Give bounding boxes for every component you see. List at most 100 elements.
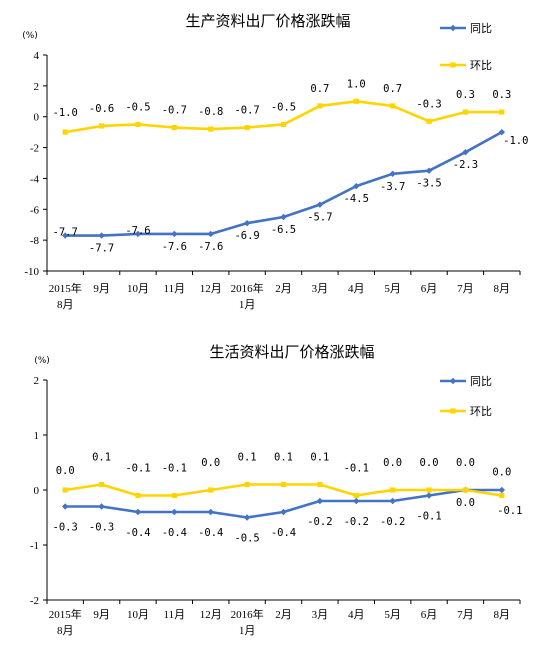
legend-item: 同比	[440, 22, 492, 35]
data-label: -7.6	[125, 225, 150, 237]
data-label: 0.0	[456, 497, 475, 509]
legend-item: 环比	[440, 59, 492, 72]
x-tick-label: 5月	[384, 283, 401, 295]
data-label: 0.0	[201, 457, 220, 469]
data-label: -6.5	[271, 224, 296, 236]
legend-item: 同比	[440, 375, 492, 388]
x-tick-label: 8月	[57, 625, 74, 637]
data-point	[353, 182, 360, 190]
data-label: 0.1	[310, 452, 329, 464]
y-tick-label: 4	[34, 50, 40, 62]
data-label: -1.0	[53, 107, 78, 119]
data-point	[390, 103, 396, 109]
data-point	[498, 128, 506, 136]
x-tick-label: 1月	[239, 299, 256, 311]
data-point	[134, 508, 142, 516]
data-label: -7.6	[162, 241, 187, 253]
data-label: -0.1	[162, 463, 187, 475]
y-axis-unit: (%)	[22, 31, 38, 41]
y-tick-label: -2	[30, 595, 39, 607]
y-tick-label: 0	[34, 485, 40, 497]
data-label: 0.7	[310, 83, 329, 95]
data-point	[280, 213, 287, 221]
data-point	[280, 121, 287, 128]
legend-label: 环比	[470, 59, 492, 72]
legend-marker	[450, 408, 456, 414]
data-point	[244, 481, 250, 488]
data-label: 1.0	[347, 78, 366, 90]
data-point	[98, 123, 105, 129]
x-tick-label: 4月	[348, 283, 365, 295]
data-label: 0.1	[238, 452, 257, 464]
x-tick-label: 10月	[127, 609, 149, 621]
x-tick-label: 2月	[275, 609, 292, 621]
data-label: 0.0	[456, 457, 475, 469]
chart-1: 生产资料出厂价格涨跌幅 (%) -10 -8 -6 -4 -2 0 2 4 2015年 8月 9月 10月…	[22, 12, 528, 311]
chart-title: 生活资料出厂价格涨跌幅	[209, 343, 374, 361]
data-label: -3.5	[416, 178, 441, 190]
x-tick-label: 6月	[421, 283, 438, 295]
data-label: -0.5	[125, 101, 150, 113]
data-label: -0.3	[53, 522, 78, 534]
x-tick-label: 2月	[275, 283, 292, 295]
data-label: -3.7	[380, 181, 405, 193]
data-point	[62, 129, 68, 135]
data-label: -0.2	[344, 516, 369, 528]
x-tick-label: 2015年	[49, 607, 82, 621]
y-tick-label: 0	[34, 112, 40, 124]
x-tick-label: 12月	[200, 283, 222, 295]
legend-item: 环比	[440, 405, 492, 418]
data-point	[244, 124, 250, 131]
data-point	[462, 149, 469, 156]
data-label: -7.6	[198, 241, 223, 253]
data-point	[61, 503, 69, 510]
data-point	[462, 487, 469, 493]
x-tick-label: 2016年	[231, 607, 264, 621]
data-point	[62, 487, 68, 493]
y-tick-label: 1	[34, 430, 40, 442]
data-label: 0.7	[383, 83, 402, 95]
data-point	[316, 497, 324, 505]
x-tick-label: 1月	[239, 625, 256, 637]
x-tick-label: 8月	[57, 299, 74, 311]
data-label: -6.9	[234, 230, 259, 242]
data-point	[135, 121, 141, 128]
data-point	[207, 230, 214, 238]
data-point	[389, 170, 396, 177]
data-label: 0.1	[274, 452, 293, 464]
x-tick-label: 11月	[164, 283, 186, 295]
data-point	[280, 508, 287, 516]
x-tick-label: 8月	[494, 609, 511, 621]
data-label: -0.4	[271, 527, 296, 539]
data-point	[426, 487, 432, 493]
x-tick-label: 3月	[312, 609, 329, 621]
data-point	[426, 118, 432, 124]
data-point	[317, 481, 323, 488]
data-label: 0.3	[492, 89, 511, 101]
data-point	[353, 492, 359, 499]
data-label: -0.1	[416, 511, 441, 523]
data-point	[499, 109, 505, 115]
data-point	[98, 232, 105, 239]
data-label: -0.7	[162, 105, 187, 117]
legend-label: 同比	[470, 375, 492, 388]
y-tick-label: -6	[30, 204, 40, 216]
series-tongbi: -7.7 -7.7 -7.6 -7.6 -7.6 -6.9 -6.5 -5.7 -4.5 -3.7…	[53, 128, 528, 255]
data-label: -0.6	[89, 103, 114, 115]
data-point	[208, 126, 214, 132]
data-label: -0.1	[344, 463, 369, 475]
data-point	[61, 232, 69, 239]
x-tick-label: 6月	[421, 609, 438, 621]
data-label: 0.0	[383, 457, 402, 469]
legend-marker	[450, 62, 456, 68]
data-point	[499, 492, 505, 499]
y-tick-label: 2	[34, 375, 40, 387]
data-label: -0.4	[162, 527, 187, 539]
data-point	[208, 487, 214, 493]
x-tick-label: 4月	[348, 609, 365, 621]
y-tick-label: -2	[30, 143, 39, 155]
legend-label: 同比	[470, 22, 492, 35]
data-label: -0.2	[380, 516, 405, 528]
data-point	[243, 219, 251, 227]
